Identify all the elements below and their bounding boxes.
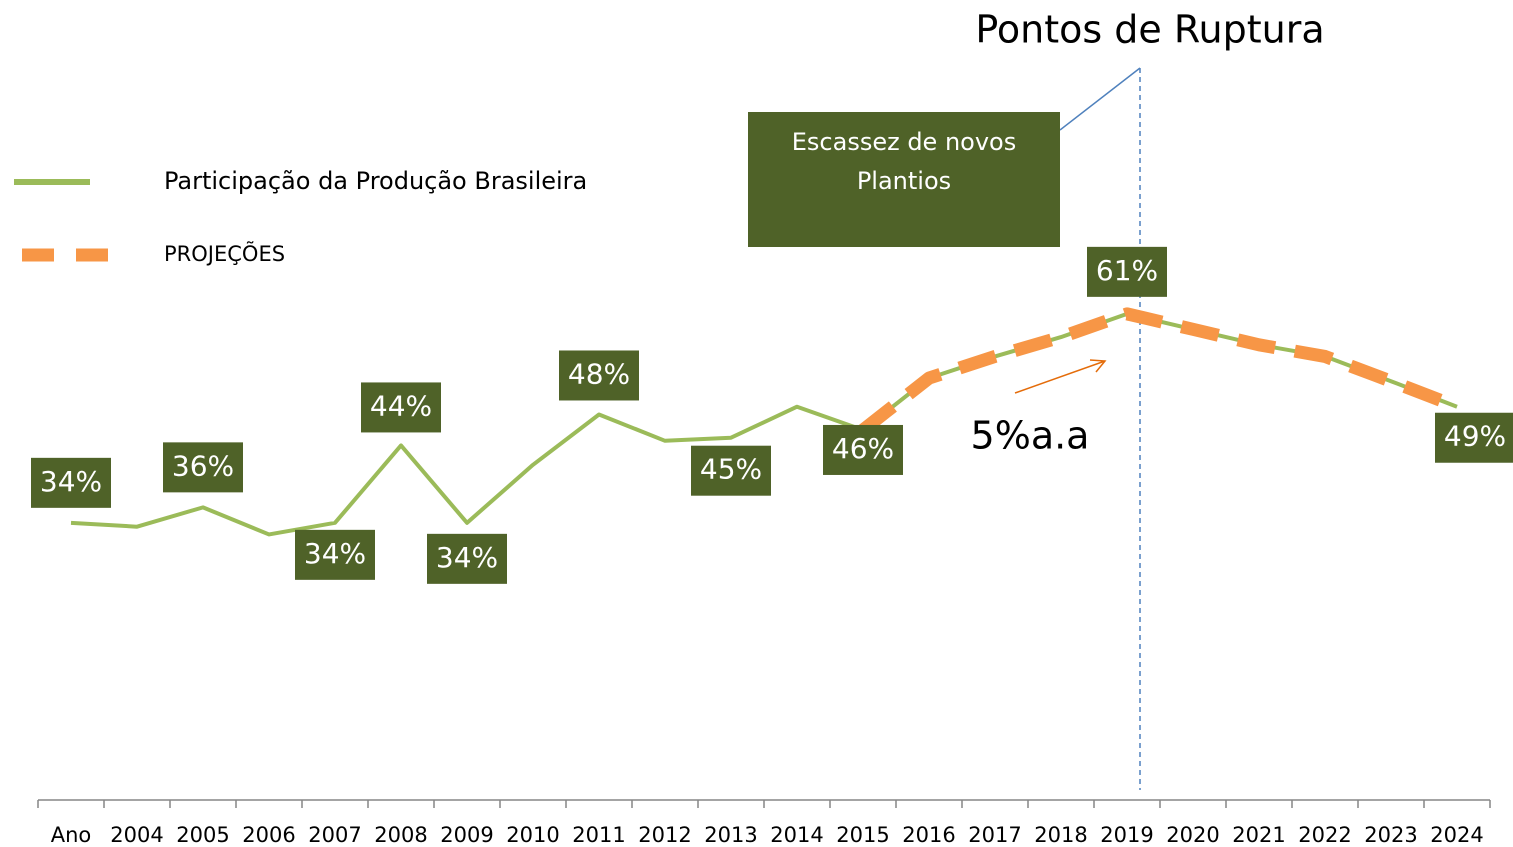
data-label-box — [1087, 246, 1167, 297]
data-label: 49% — [1444, 420, 1506, 453]
x-tick-label: 2019 — [1100, 823, 1153, 847]
data-label-box — [691, 445, 771, 496]
data-label: 34% — [304, 537, 366, 570]
legend-label: Participação da Produção Brasileira — [164, 167, 587, 195]
data-label: 45% — [700, 453, 762, 486]
data-label: 48% — [568, 357, 630, 390]
data-label-box — [295, 529, 375, 580]
x-tick-label: 2009 — [440, 823, 493, 847]
data-label-box — [1435, 412, 1513, 463]
data-label-box — [823, 424, 903, 475]
x-tick-label: 2007 — [308, 823, 361, 847]
data-label-box — [427, 533, 507, 584]
x-tick-label: 2011 — [572, 823, 625, 847]
data-label-box — [31, 457, 111, 508]
data-label: 34% — [436, 541, 498, 574]
data-label: 44% — [370, 389, 432, 422]
x-tick-label: 2016 — [902, 823, 955, 847]
projection-line — [858, 307, 1460, 436]
x-tick-label: Ano — [51, 823, 92, 847]
data-label-box — [163, 442, 243, 493]
data-label-box — [361, 382, 441, 433]
x-tick-label: 2014 — [770, 823, 823, 847]
growth-arrow — [1014, 360, 1106, 394]
x-tick-label: 2022 — [1298, 823, 1351, 847]
data-label: 36% — [172, 449, 234, 482]
x-tick-label: 2013 — [704, 823, 757, 847]
callout-box — [748, 112, 1060, 247]
chart-title: Pontos de Ruptura — [975, 8, 1324, 52]
x-tick-label: 2017 — [968, 823, 1021, 847]
x-tick-label: 2006 — [242, 823, 295, 847]
growth-annotation: 5%a.a — [971, 414, 1090, 458]
callout-text: Escassez de novos — [792, 128, 1016, 156]
x-tick-label: 2020 — [1166, 823, 1219, 847]
legend: Participação da Produção Brasileira PROJE… — [14, 167, 587, 266]
callout-line — [1059, 67, 1141, 131]
x-tick-label: 2010 — [506, 823, 559, 847]
data-label: 46% — [832, 432, 894, 465]
x-tick-label: 2023 — [1364, 823, 1417, 847]
legend-label: PROJEÇÕES — [164, 240, 285, 266]
x-tick-label: 2004 — [110, 823, 163, 847]
growth-arrow-head — [1089, 359, 1107, 373]
data-label: 34% — [40, 465, 102, 498]
callout-text: Plantios — [857, 167, 951, 195]
x-tick-label: 2012 — [638, 823, 691, 847]
data-label-box — [559, 350, 639, 401]
x-tick-label: 2024 — [1430, 823, 1483, 847]
x-tick-label: 2005 — [176, 823, 229, 847]
data-label: 61% — [1096, 254, 1158, 287]
x-tick-label: 2021 — [1232, 823, 1285, 847]
x-tick-label: 2015 — [836, 823, 889, 847]
x-tick-label: 2008 — [374, 823, 427, 847]
x-tick-label: 2018 — [1034, 823, 1087, 847]
data-line — [70, 311, 1458, 537]
